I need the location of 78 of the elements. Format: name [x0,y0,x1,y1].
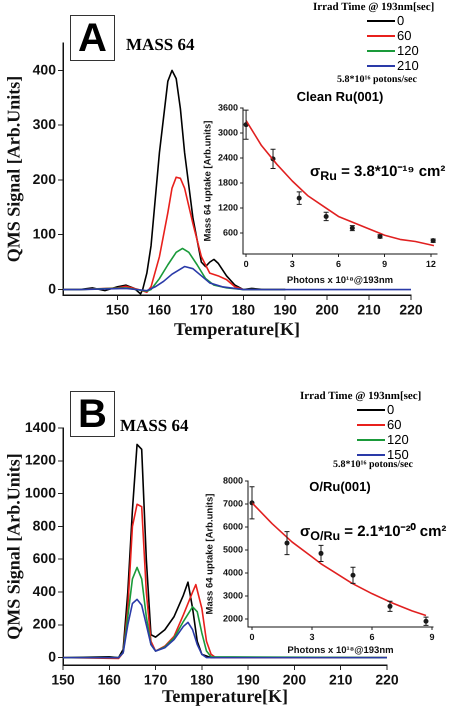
y-tick-label: 0 [48,280,56,296]
x-tick-label: 9 [382,258,388,269]
x-tick-label: 170 [144,671,168,688]
y-axis-title: Mass 64 uptake [Arb.units] [204,494,216,614]
legend-label: 0 [387,402,394,417]
y-tick-label: 3000 [222,590,243,600]
annotation: σ$_{O/Ru}$ = 2.1*10⁻²⁰ cm² [300,522,446,543]
x-tick-label: 190 [274,301,298,318]
legend-label: 120 [397,43,419,58]
x-tick-label: 160 [148,301,172,318]
legend-label: 0 [397,13,404,28]
y-tick-label: 0 [48,648,56,664]
legend-label: 210 [397,58,419,73]
x-tick-label: 200 [282,671,306,688]
y-tick-label: 2400 [218,152,238,163]
y-tick-label: 5000 [222,544,243,554]
x-axis-title: Photons x 10¹⁸@193nm [286,274,394,286]
y-tick-label: 8000 [222,475,243,486]
legend-label: 150 [387,447,409,462]
legend-label: 60 [397,28,412,43]
x-tick-label: 9 [429,632,435,642]
x-tick-label: 3 [309,632,315,642]
x-tick-label: 170 [190,301,214,318]
y-tick-label: 100 [32,226,56,242]
x-tick-label: 12 [426,258,436,269]
x-tick-label: 6 [336,258,341,269]
y-tick-label: 400 [32,582,56,599]
annotation: MASS 64 [120,416,188,436]
y-tick-label: 6000 [222,521,243,532]
y-tick-label: 1400 [24,418,56,435]
x-tick-label: 190 [236,671,260,688]
y-tick-label: 400 [32,61,56,78]
x-tick-label: 200 [315,301,340,318]
x-tick-label: 220 [399,301,423,318]
y-tick-label: 1200 [24,452,56,468]
x-tick-label: 180 [232,301,256,318]
annotation: A [70,15,115,61]
y-tick-label: 200 [32,616,56,632]
annotation: 5.8*10¹⁶ potons/sec [333,459,413,470]
annotation: MASS 64 [126,35,194,55]
x-tick-label: 180 [190,671,214,688]
x-tick-label: 0 [249,632,255,642]
x-tick-label: 3 [290,258,295,269]
chart-title: O/Ru(001) [309,479,371,494]
x-axis-title: Temperature[K] [162,686,288,706]
legend-label: 60 [387,417,402,432]
annotation: 5.8*10¹⁶ potons/sec [337,74,417,85]
legend-title: Irrad Time @ 193nm[sec] [300,390,422,402]
y-tick-label: 4000 [222,567,243,578]
x-tick-label: 160 [98,671,122,688]
chart-title: Clean Ru(001) [296,89,384,104]
y-tick-label: 3000 [218,128,238,138]
y-tick-label: 3600 [218,102,238,112]
x-tick-label: 150 [51,671,75,688]
y-tick-label: 1800 [218,178,238,188]
x-tick-label: 210 [329,671,353,688]
annotation: B [70,391,115,437]
legend-label: 120 [387,432,409,447]
y-tick-label: 2000 [222,613,243,624]
annotation: σ$_{Ru}$ = 3.8*10⁻¹⁹ cm² [310,162,446,183]
legend-title: Irrad Time @ 193nm[sec] [313,1,434,13]
y-tick-label: 1000 [24,484,56,500]
x-axis-title: Temperature[K] [174,318,300,339]
y-tick-label: 600 [222,228,238,238]
y-tick-label: 7000 [222,498,243,508]
y-tick-label: 600 [32,550,56,566]
y-tick-label: 200 [32,170,56,187]
y-tick-label: 800 [32,517,56,534]
y-tick-label: 1200 [218,202,238,213]
y-axis-title: QMS Signal [Arb.Units] [3,453,24,640]
y-axis-title: Mass 64 uptake [Arb.units] [202,120,214,242]
x-tick-label: 6 [369,632,375,642]
x-tick-label: 210 [357,301,381,318]
y-tick-label: 300 [32,116,56,132]
x-tick-label: 150 [106,301,130,318]
x-tick-label: 220 [375,671,399,688]
x-axis-title: Photons x 10¹⁸@193nm [287,644,394,656]
y-axis-title: QMS Signal [Arb.Units] [3,76,24,262]
